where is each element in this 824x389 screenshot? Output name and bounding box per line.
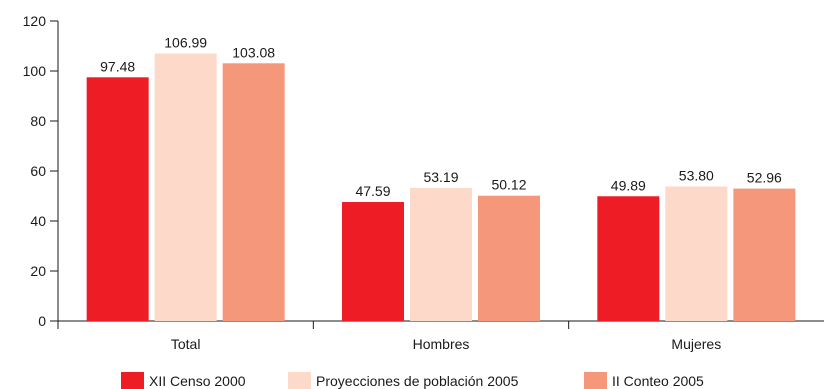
legend-label: Proyecciones de población 2005 bbox=[316, 373, 519, 389]
y-tick-label: 20 bbox=[30, 263, 46, 279]
legend-swatch bbox=[288, 372, 311, 389]
legend-swatch bbox=[121, 372, 144, 389]
data-label: 53.19 bbox=[423, 169, 458, 185]
y-axis: 0 20 40 60 80 100 120 bbox=[23, 13, 59, 329]
data-label: 106.99 bbox=[164, 35, 207, 51]
legend: XII Censo 2000 Proyecciones de población … bbox=[121, 372, 704, 389]
bar bbox=[733, 188, 796, 321]
legend-label: XII Censo 2000 bbox=[149, 373, 246, 389]
bar bbox=[342, 202, 404, 321]
bar bbox=[478, 195, 540, 321]
legend-label: II Conteo 2005 bbox=[612, 373, 704, 389]
y-tick-label: 120 bbox=[23, 13, 47, 29]
data-label: 49.89 bbox=[611, 177, 646, 193]
y-tick-label: 60 bbox=[30, 163, 46, 179]
y-tick-label: 40 bbox=[30, 213, 46, 229]
data-label: 97.48 bbox=[100, 58, 135, 74]
data-label: 52.96 bbox=[747, 170, 782, 186]
bar bbox=[665, 186, 728, 321]
bar bbox=[410, 188, 472, 321]
data-labels: 97.48 106.99 103.08 47.59 53.19 50.12 49.89 53.… bbox=[100, 35, 782, 199]
bar bbox=[597, 196, 660, 321]
data-label: 50.12 bbox=[491, 177, 526, 193]
x-axis: Total Hombres Mujeres bbox=[57, 320, 824, 352]
data-label: 53.80 bbox=[679, 168, 714, 184]
category-label: Hombres bbox=[413, 336, 470, 352]
legend-swatch bbox=[584, 372, 607, 389]
y-tick-label: 100 bbox=[23, 63, 47, 79]
category-label: Mujeres bbox=[671, 336, 721, 352]
category-label: Total bbox=[171, 336, 201, 352]
bars bbox=[86, 53, 796, 322]
y-tick-label: 80 bbox=[30, 113, 46, 129]
data-label: 103.08 bbox=[232, 44, 275, 60]
bar bbox=[86, 77, 149, 321]
bar bbox=[154, 53, 217, 322]
bar bbox=[222, 63, 285, 322]
data-label: 47.59 bbox=[355, 183, 390, 199]
y-tick-label: 0 bbox=[38, 313, 46, 329]
